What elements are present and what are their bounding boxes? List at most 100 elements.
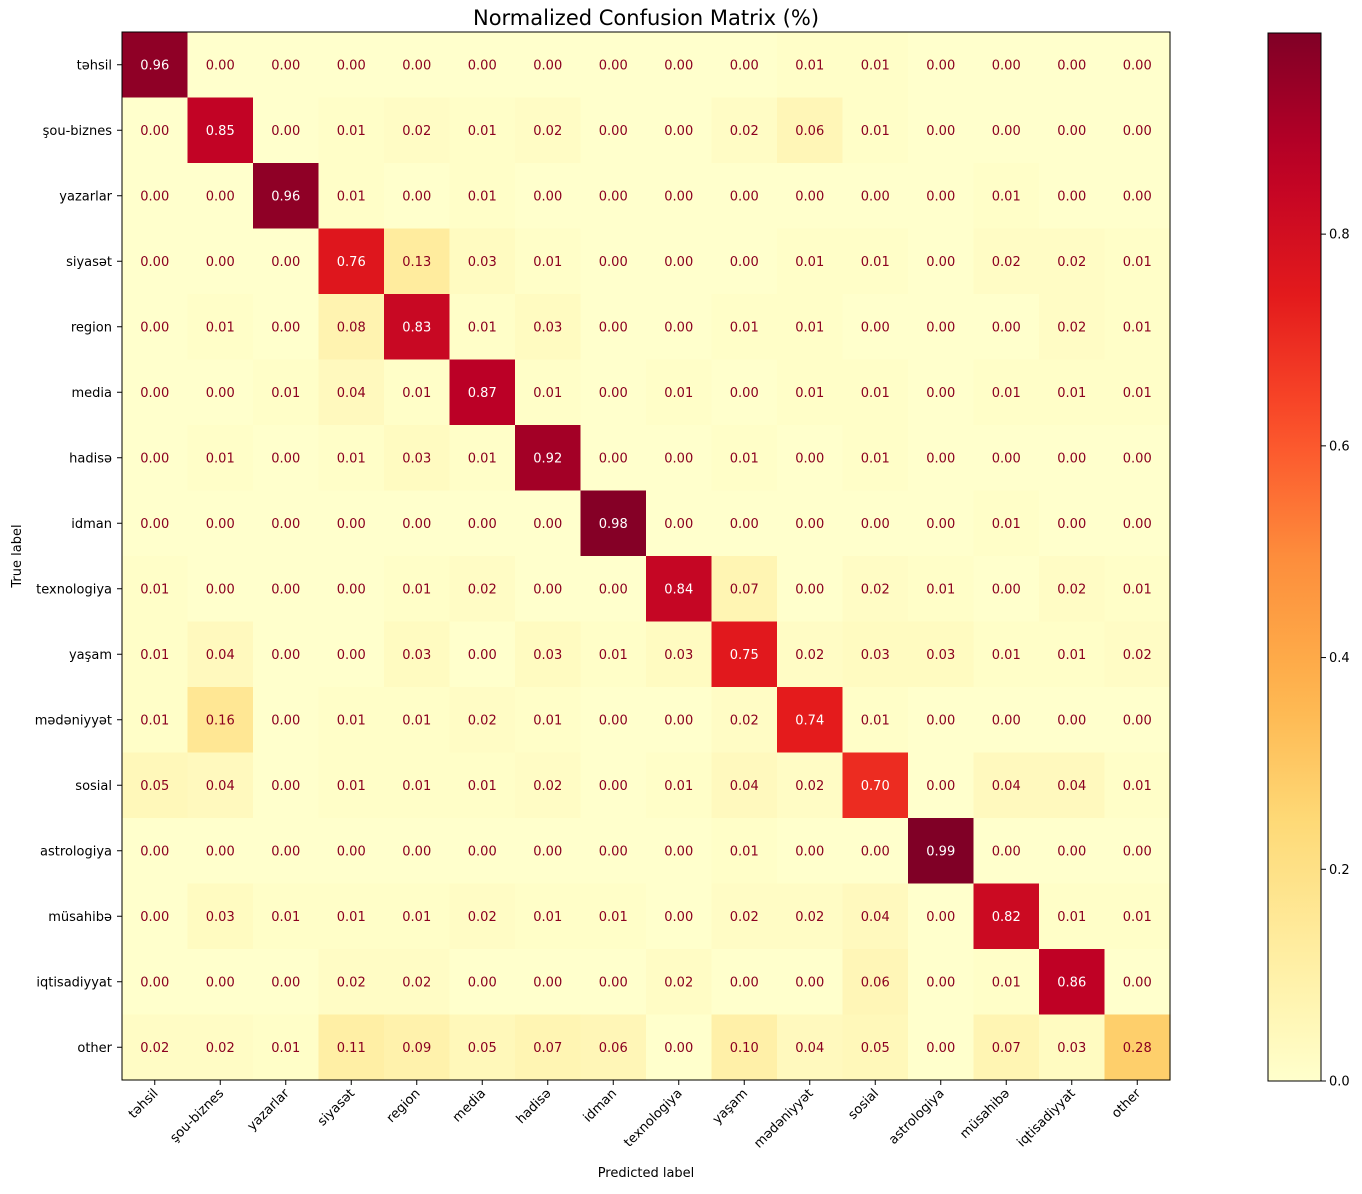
cell-value-label: 0.02 (468, 713, 497, 728)
cell-value-label: 0.01 (599, 648, 628, 663)
heatmap-cell (908, 883, 975, 950)
cell-value-label: 0.03 (533, 648, 562, 663)
cell-value-label: 0.00 (730, 386, 759, 401)
heatmap-cell (515, 32, 582, 99)
cell-value-label: 0.03 (926, 648, 955, 663)
cell-value-label: 0.00 (861, 517, 890, 532)
cell-value-label: 0.00 (337, 58, 366, 73)
heatmap-cell (646, 359, 713, 426)
cell-value-label: 0.00 (926, 255, 955, 270)
cell-value-label: 0.00 (664, 124, 693, 139)
cell-value-label: 0.05 (468, 1041, 497, 1056)
cell-value-label: 0.01 (271, 1041, 300, 1056)
cell-value-label: 0.00 (271, 582, 300, 597)
heatmap-cell (580, 425, 647, 492)
cell-value-label: 0.00 (533, 517, 562, 532)
heatmap-cell (1039, 883, 1106, 950)
cell-value-label: 0.02 (533, 779, 562, 794)
cell-value-label: 0.00 (926, 320, 955, 335)
cell-value-label: 0.02 (795, 910, 824, 925)
y-tick-label: media (72, 386, 113, 401)
heatmap-cell (908, 359, 975, 426)
heatmap-cell (515, 294, 582, 361)
heatmap-cell (777, 228, 844, 295)
heatmap-cell (318, 883, 385, 950)
x-tick-label: müsahibə (957, 1086, 1013, 1142)
heatmap-cell (1104, 752, 1171, 819)
cell-value-label: 0.16 (206, 713, 235, 728)
cell-value-label: 0.00 (206, 189, 235, 204)
heatmap-cell (777, 425, 844, 492)
x-axis: təhsil şou-biznes yazarlar siyasət region med… (126, 1080, 1145, 1151)
cell-value-label: 0.75 (730, 648, 759, 663)
cell-value-label: 0.00 (664, 1041, 693, 1056)
heatmap-cell (777, 490, 844, 557)
heatmap-cell (908, 752, 975, 819)
cell-value-label: 0.00 (992, 713, 1021, 728)
cell-value-label: 0.01 (861, 255, 890, 270)
heatmap-cell (122, 163, 189, 230)
cell-value-label: 0.00 (271, 255, 300, 270)
cell-value-label: 0.28 (1123, 1041, 1152, 1056)
heatmap-cell (1039, 32, 1106, 99)
x-tick-label: hadisə (514, 1086, 555, 1127)
cell-value-label: 0.02 (337, 975, 366, 990)
heatmap-cell (1039, 163, 1106, 230)
heatmap-cell (187, 97, 254, 164)
cell-value-label: 0.00 (206, 58, 235, 73)
cell-value-label: 0.01 (992, 975, 1021, 990)
heatmap-cell (908, 818, 975, 885)
cell-value-label: 0.00 (664, 255, 693, 270)
heatmap-cell (187, 32, 254, 99)
cell-value-label: 0.00 (1057, 451, 1086, 466)
heatmap-cell (384, 228, 451, 295)
heatmap-cell (515, 621, 582, 688)
y-tick-label: other (77, 1041, 112, 1056)
heatmap-cell (908, 32, 975, 99)
cell-value-label: 0.83 (402, 320, 431, 335)
cell-value-label: 0.02 (402, 975, 431, 990)
cell-value-label: 0.03 (664, 648, 693, 663)
heatmap-cell (187, 621, 254, 688)
heatmap-cell (253, 621, 320, 688)
cell-value-label: 0.00 (271, 713, 300, 728)
cell-value-label: 0.00 (271, 320, 300, 335)
heatmap-cell (580, 621, 647, 688)
cell-value-label: 0.01 (1123, 582, 1152, 597)
heatmap-cell (187, 490, 254, 557)
cell-value-label: 0.00 (1057, 189, 1086, 204)
heatmap-cell (711, 949, 778, 1016)
heatmap-cell (842, 228, 909, 295)
cell-value-label: 0.01 (402, 713, 431, 728)
heatmap-cell (515, 556, 582, 623)
cell-value-label: 0.00 (599, 386, 628, 401)
cell-value-label: 0.01 (402, 386, 431, 401)
cell-value-label: 0.00 (206, 844, 235, 859)
heatmap-cell (711, 359, 778, 426)
heatmap-cell (842, 818, 909, 885)
heatmap-cell (515, 359, 582, 426)
cell-value-label: 0.00 (599, 58, 628, 73)
heatmap-cell (711, 32, 778, 99)
cell-value-label: 0.00 (271, 844, 300, 859)
cell-value-label: 0.02 (206, 1041, 235, 1056)
heatmap-cell (1039, 97, 1106, 164)
heatmap-cell (318, 556, 385, 623)
heatmap-cell (187, 818, 254, 885)
heatmap-cell (646, 1014, 713, 1081)
cell-value-label: 0.00 (795, 189, 824, 204)
cell-value-label: 0.01 (271, 910, 300, 925)
cell-value-label: 0.74 (795, 713, 824, 728)
cell-value-label: 0.11 (337, 1041, 366, 1056)
cell-value-label: 0.01 (795, 255, 824, 270)
cell-value-label: 0.00 (468, 648, 497, 663)
heatmap-cell (908, 294, 975, 361)
cell-value-label: 0.01 (402, 582, 431, 597)
heatmap-cell (973, 687, 1040, 754)
heatmap-cell (777, 32, 844, 99)
cell-value-label: 0.02 (402, 124, 431, 139)
cell-value-label: 0.04 (730, 779, 759, 794)
heatmap-cell (122, 818, 189, 885)
cell-value-label: 0.00 (795, 582, 824, 597)
heatmap-cell (973, 359, 1040, 426)
